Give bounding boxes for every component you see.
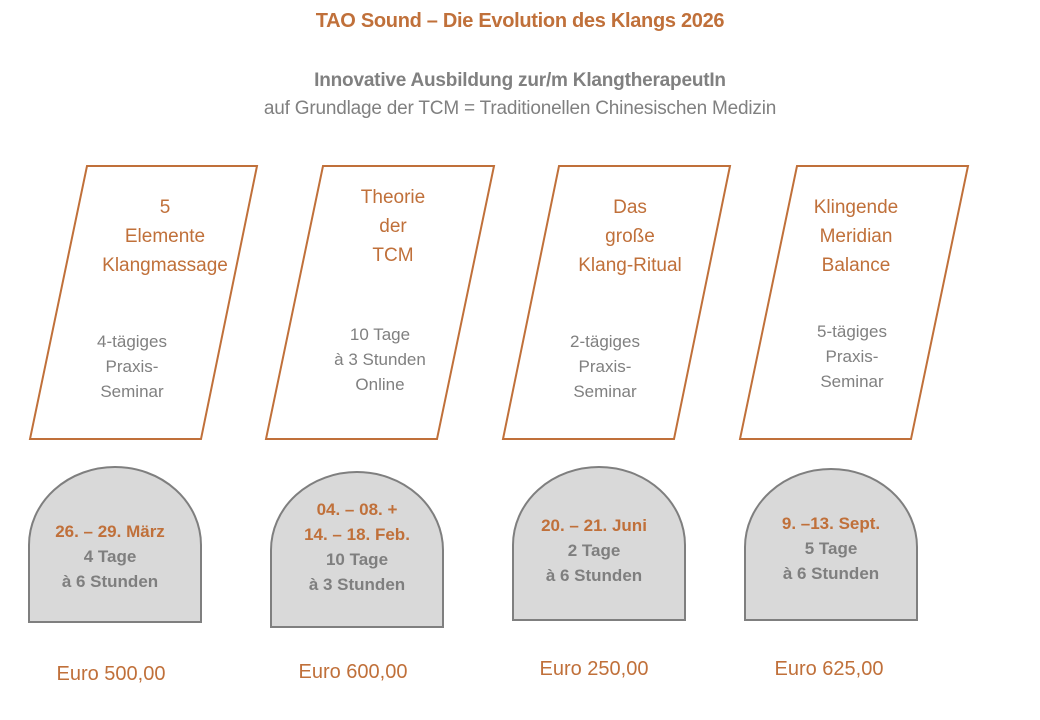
module-1-arch xyxy=(28,466,202,623)
module-3-schedule: 20. – 21. Juni 2 Tage à 6 Stunden xyxy=(541,516,647,585)
module-2-schedule: 04. – 08. + 14. – 18. Feb. 10 Tage à 3 S… xyxy=(304,500,410,594)
module-2-desc: 10 Tage à 3 Stunden Online xyxy=(334,325,426,394)
module-1-desc: 4-tägiges Praxis- Seminar xyxy=(97,332,167,401)
module-4-desc: 5-tägiges Praxis- Seminar xyxy=(817,322,887,391)
module-2-title: Theorie der TCM xyxy=(360,187,426,266)
module-4-arch xyxy=(744,468,918,621)
module-3-desc: 2-tägiges Praxis- Seminar xyxy=(570,332,640,401)
module-1-title: 5 Elemente Klangmassage xyxy=(102,197,228,276)
module-1-parallelogram xyxy=(28,165,259,440)
page-title: TAO Sound – Die Evolution des Klangs 202… xyxy=(315,10,725,32)
module-3-arch xyxy=(512,466,686,621)
module-1-price: Euro 500,00 xyxy=(56,663,166,685)
page-subtitle: Innovative Ausbildung zur/m Klangtherape… xyxy=(314,70,726,91)
module-4-parallelogram xyxy=(738,165,970,440)
module-2-parallelogram xyxy=(264,165,496,440)
module-2-price: Euro 600,00 xyxy=(298,661,408,683)
module-4-title: Klingende Meridian Balance xyxy=(813,197,899,276)
module-1-schedule: 26. – 29. März 4 Tage à 6 Stunden xyxy=(55,522,165,591)
module-4-price: Euro 625,00 xyxy=(774,658,884,680)
module-4-schedule: 9. –13. Sept. 5 Tage à 6 Stunden xyxy=(781,514,881,583)
module-2-arch xyxy=(270,471,444,628)
module-3-parallelogram xyxy=(501,165,732,440)
module-3-title: Das große Klang-Ritual xyxy=(578,197,682,276)
module-3-price: Euro 250,00 xyxy=(539,658,649,680)
page-subline: auf Grundlage der TCM = Traditionellen C… xyxy=(263,98,777,119)
